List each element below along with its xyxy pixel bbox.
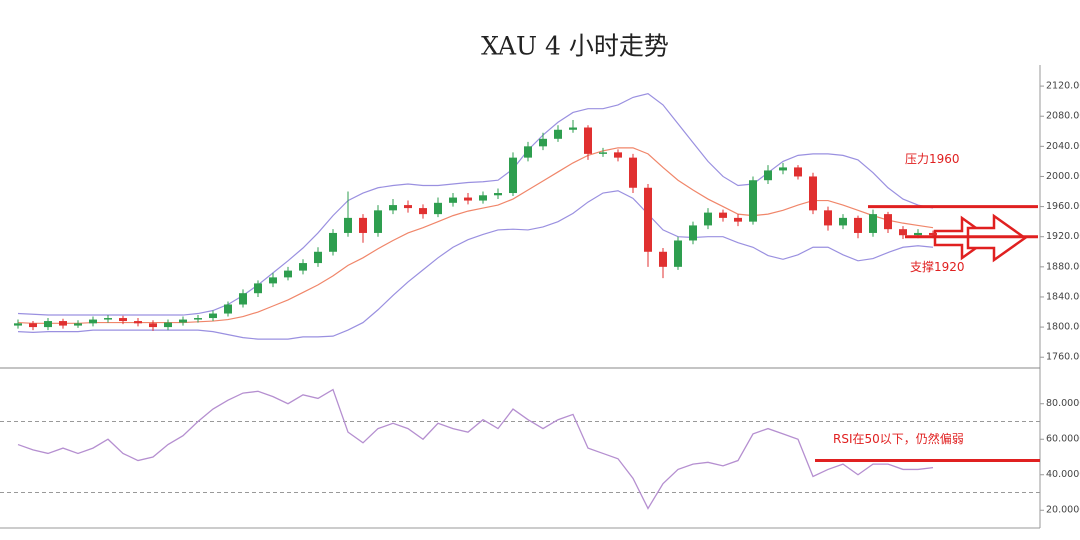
candle-body <box>884 214 892 230</box>
candle-body <box>569 127 577 130</box>
candle-body <box>89 319 97 324</box>
candle-body <box>899 229 907 236</box>
candle-body <box>914 232 922 236</box>
candle-body <box>299 263 307 271</box>
candle-body <box>509 157 517 194</box>
candle-body <box>524 146 532 158</box>
y-tick-label: 2040.00 <box>1046 141 1080 152</box>
rsi-line <box>17 388 934 510</box>
y-tick-label: 2080.00 <box>1046 111 1080 122</box>
candle-body <box>269 277 277 284</box>
candle-body <box>194 318 202 320</box>
candle-body <box>839 217 847 226</box>
candle-body <box>479 195 487 201</box>
candle-body <box>359 217 367 233</box>
candle-body <box>284 270 292 278</box>
candle-body <box>149 323 157 328</box>
annotation-label: 压力1960 <box>905 152 960 166</box>
candle-body <box>44 321 52 328</box>
candle-body <box>869 214 877 233</box>
candle-body <box>749 180 757 222</box>
y-tick-label: 1800.00 <box>1046 322 1080 333</box>
candle-body <box>119 318 127 322</box>
candle-body <box>419 208 427 215</box>
y-tick-label: 2000.00 <box>1046 171 1080 182</box>
candle-body <box>14 323 22 326</box>
candle-body <box>674 240 682 267</box>
y-tick-label: 80.0000 <box>1046 398 1080 409</box>
candle-body <box>824 210 832 226</box>
candle-body <box>464 197 472 201</box>
y-tick-label: 60.0000 <box>1046 434 1080 445</box>
band-line <box>17 147 934 324</box>
candle-body <box>434 202 442 215</box>
candle-body <box>494 193 502 196</box>
annotation-label: 支撑1920 <box>910 259 965 274</box>
candle-body <box>704 212 712 226</box>
candle-body <box>224 304 232 314</box>
candle-body <box>614 152 622 158</box>
candle-body <box>689 225 697 241</box>
candle-body <box>764 170 772 181</box>
candle-body <box>794 167 802 177</box>
candle-body <box>164 322 172 328</box>
candle-body <box>719 212 727 218</box>
candle-body <box>179 319 187 323</box>
annotation-label: RSI在50以下，仍然偏弱 <box>833 431 964 446</box>
candle-body <box>629 157 637 188</box>
candle-body <box>854 217 862 233</box>
candle-body <box>29 323 37 328</box>
candle-body <box>809 176 817 211</box>
candle-body <box>344 217 352 233</box>
y-tick-label: 20.0000 <box>1046 505 1080 516</box>
y-tick-label: 1920.00 <box>1046 231 1080 242</box>
y-tick-label: 1960.00 <box>1046 201 1080 212</box>
y-tick-label: 2120.00 <box>1046 81 1080 92</box>
candle-body <box>209 313 217 319</box>
candle-body <box>539 138 547 147</box>
candle-body <box>239 293 247 305</box>
candle-body <box>734 217 742 222</box>
candle-body <box>659 251 667 267</box>
chart-title: XAU 4 小时走势 <box>481 32 669 61</box>
candle-body <box>404 205 412 209</box>
candle-body <box>74 323 82 326</box>
candle-body <box>929 232 937 236</box>
candle-body <box>59 321 67 326</box>
candle-body <box>599 152 607 154</box>
y-tick-label: 1880.00 <box>1046 261 1080 272</box>
candle-body <box>449 197 457 203</box>
candle-body <box>644 187 652 252</box>
band-line <box>17 190 934 340</box>
candle-body <box>389 205 397 211</box>
candle-body <box>584 127 592 154</box>
candle-body <box>104 318 112 320</box>
y-tick-label: 1840.00 <box>1046 291 1080 302</box>
candle-body <box>554 129 562 139</box>
candle-body <box>134 321 142 324</box>
y-tick-label: 40.0000 <box>1046 469 1080 480</box>
candle-body <box>374 210 382 233</box>
y-tick-label: 1760.00 <box>1046 352 1080 363</box>
candle-body <box>254 283 262 294</box>
candle-body <box>779 167 787 171</box>
band-line <box>17 92 934 316</box>
candle-body <box>329 232 337 252</box>
candle-body <box>314 251 322 264</box>
